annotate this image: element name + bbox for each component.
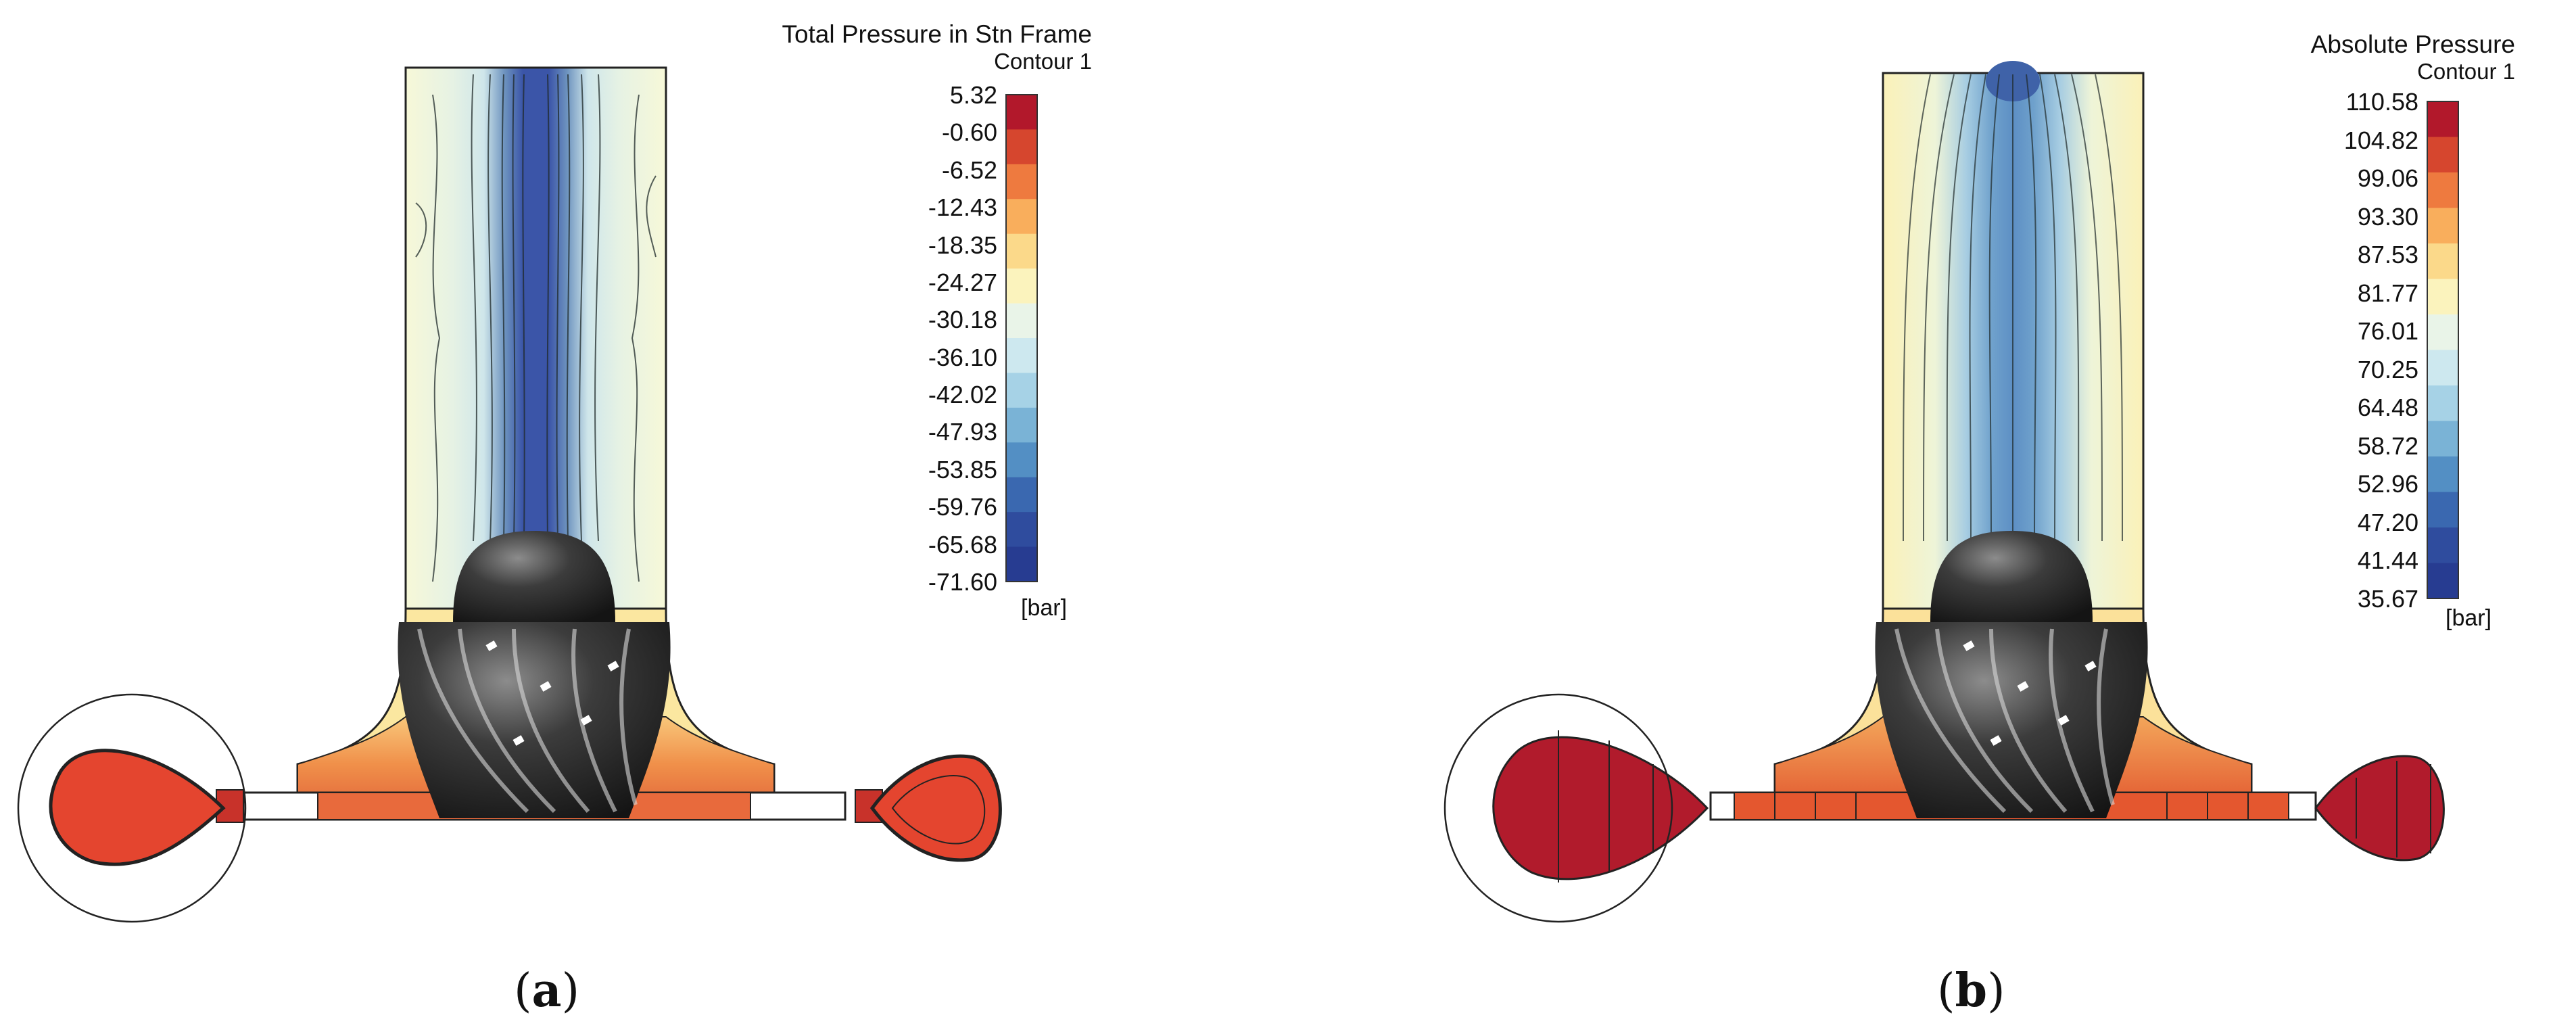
unit-label-b: [bar] bbox=[2446, 605, 2492, 631]
colorbar-segment bbox=[1006, 512, 1037, 548]
colorbar-segment bbox=[2427, 101, 2458, 138]
scale-tick-label: 70.25 bbox=[2357, 355, 2418, 383]
legend-subtitle-b: Contour 1 bbox=[2417, 59, 2515, 84]
detail-circle bbox=[1444, 693, 1673, 923]
volute-right bbox=[2314, 755, 2445, 862]
colorbar-segment bbox=[1006, 233, 1037, 270]
colorbar-segment bbox=[1006, 268, 1037, 304]
scale-tick-label: 35.67 bbox=[2357, 585, 2418, 613]
contour-lines-a bbox=[415, 74, 657, 582]
scale-tick-label: -53.85 bbox=[928, 455, 997, 484]
colorbar-segment bbox=[2427, 385, 2458, 422]
caption-b: (b) bbox=[1937, 964, 2005, 1018]
scale-tick-label: -42.02 bbox=[928, 381, 997, 409]
scale-tick-label: 52.96 bbox=[2357, 470, 2418, 498]
scale-tick-label: 58.72 bbox=[2357, 431, 2418, 460]
scale-tick-label: 104.82 bbox=[2343, 126, 2418, 154]
colorbar-a bbox=[1005, 94, 1038, 582]
scale-tick-label: 76.01 bbox=[2357, 317, 2418, 346]
colorbar-segment bbox=[2427, 350, 2458, 386]
scale-tick-label: -12.43 bbox=[928, 193, 997, 222]
runner-hub bbox=[1930, 531, 2093, 622]
colorbar-segment bbox=[2427, 421, 2458, 457]
colorbar-segment bbox=[2427, 208, 2458, 244]
colorbar-segment bbox=[2427, 527, 2458, 564]
colorbar-segment bbox=[1006, 129, 1037, 165]
runner-hub bbox=[453, 531, 615, 622]
contour-lines-b bbox=[1903, 74, 2123, 542]
legend-subtitle-a: Contour 1 bbox=[994, 49, 1092, 74]
scale-tick-label: 64.48 bbox=[2357, 394, 2418, 422]
volute-left bbox=[1492, 736, 1709, 880]
colorbar-segment bbox=[1006, 338, 1037, 374]
colorbar-segment bbox=[1006, 95, 1037, 131]
colorbar-segment bbox=[1006, 164, 1037, 200]
scale-tick-label: 99.06 bbox=[2357, 164, 2418, 193]
legend-title-a: Total Pressure in Stn Frame Contour 1 bbox=[782, 20, 1092, 74]
detail-circle bbox=[17, 693, 247, 923]
scale-tick-label: 93.30 bbox=[2357, 202, 2418, 231]
scale-tick-label: -65.68 bbox=[928, 530, 997, 559]
panel-a: Total Pressure in Stn Frame Contour 1 5.… bbox=[17, 20, 1092, 1018]
volute-right bbox=[869, 754, 1002, 862]
colorbar-segment bbox=[2427, 314, 2458, 351]
colorbar-segment bbox=[1006, 373, 1037, 408]
scale-tick-label: -59.76 bbox=[928, 493, 997, 521]
scale-tick-label: -0.60 bbox=[941, 118, 997, 147]
colorbar-segment bbox=[1006, 477, 1037, 513]
colorbar-segment bbox=[2427, 137, 2458, 173]
scale-tick-label: -6.52 bbox=[941, 156, 997, 184]
panel-b: Absolute Pressure Contour 1 110.58 104.82… bbox=[1288, 0, 2576, 1036]
outlet-duct bbox=[404, 66, 667, 623]
scale-tick-label: 47.20 bbox=[2357, 508, 2418, 536]
scale-tick-label: -24.27 bbox=[928, 268, 997, 296]
scale-tick-label: -36.10 bbox=[928, 343, 997, 371]
colorbar-segment bbox=[1006, 546, 1037, 582]
colorbar-segment bbox=[1006, 407, 1037, 444]
scale-tick-label: -30.18 bbox=[928, 306, 997, 334]
colorbar-segment bbox=[2427, 492, 2458, 528]
colorbar-segment bbox=[2427, 456, 2458, 493]
scale-tick-label: -47.93 bbox=[928, 418, 997, 446]
contour-plot-b bbox=[1444, 61, 2459, 923]
legend-title-b: Absolute Pressure Contour 1 bbox=[2310, 30, 2515, 84]
unit-label-a: [bar] bbox=[1021, 595, 1068, 621]
scale-tick-label: 87.53 bbox=[2357, 241, 2418, 269]
colorbar-segment bbox=[2427, 172, 2458, 209]
colorbar-segment bbox=[1006, 199, 1037, 235]
colorbar-segment bbox=[1006, 442, 1037, 478]
scale-tick-label: 81.77 bbox=[2357, 279, 2418, 307]
caption-a: (a) bbox=[514, 964, 580, 1018]
colorbar-segment bbox=[2427, 243, 2458, 280]
scale-tick-label: -71.60 bbox=[928, 568, 997, 596]
scale-tick-label: 5.32 bbox=[949, 81, 997, 109]
scale-tick-label: 41.44 bbox=[2357, 546, 2418, 575]
colorbar-segment bbox=[1006, 303, 1037, 339]
colorbar-segment bbox=[2427, 279, 2458, 315]
colorbar-segment bbox=[2427, 563, 2458, 599]
volute-left bbox=[49, 749, 226, 866]
colorbar-b bbox=[2427, 101, 2459, 599]
scale-tick-label: 110.58 bbox=[2345, 88, 2418, 116]
contour-plot-a bbox=[17, 66, 1038, 923]
scale-tick-label: -18.35 bbox=[928, 231, 997, 259]
